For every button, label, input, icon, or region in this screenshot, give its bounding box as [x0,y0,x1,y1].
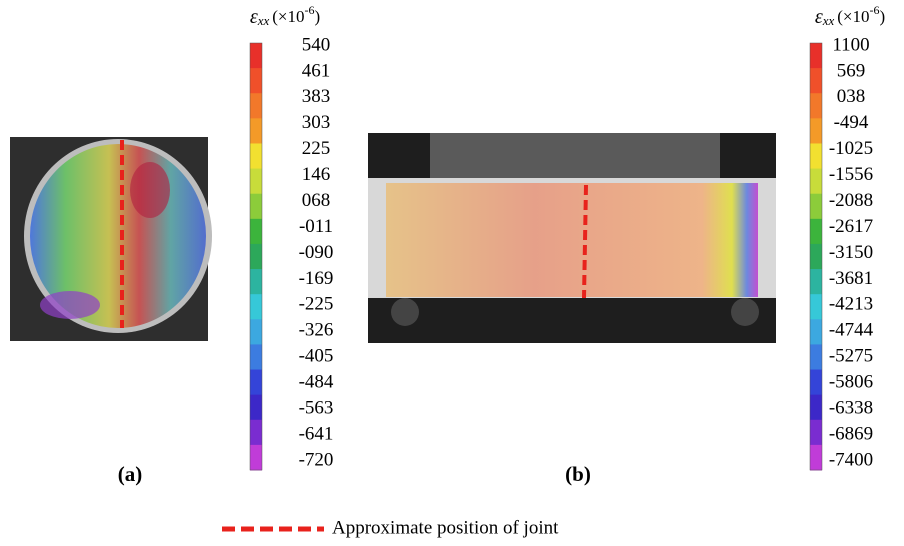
colorbar-segment [810,370,822,396]
colorbar-title: εxx(×10-6) [815,3,885,28]
colorbar-label: -225 [299,294,334,315]
colorbar-segment [810,194,822,220]
colorbar-segment [810,244,822,270]
subscript: xx [257,13,270,28]
colorbar-segment [250,118,262,144]
colorbar-segment [250,445,262,471]
symbol: ε [815,6,823,28]
colorbar-label: -2617 [829,216,873,237]
colorbar-segment [250,319,262,345]
colorbar-segment [810,93,822,119]
colorbar-segment [250,244,262,270]
image-a [10,137,212,341]
colorbar-segment [250,294,262,320]
colorbar-segment [810,344,822,370]
colorbar-segment [810,68,822,94]
colorbar-title: εxx(×10-6) [250,3,320,28]
colorbar-label: 569 [837,60,866,81]
colorbar-label: -011 [299,216,333,237]
close: ) [880,7,886,26]
colorbar-label: 303 [302,112,331,133]
subscript: xx [822,13,835,28]
colorbar-segment [250,68,262,94]
colorbar-label: -4744 [829,320,874,341]
colorbar-label: 461 [302,60,331,81]
colorbar-label: -405 [299,346,334,367]
colorbar-segment [810,294,822,320]
colorbar-label: -5806 [829,372,873,393]
colorbar-label: 540 [302,34,331,55]
colorbar-label: -169 [299,268,334,289]
colorbar-segment [810,420,822,446]
colorbar-segment [250,269,262,295]
colorbar-segment [250,169,262,195]
colorbar-segment [810,118,822,144]
colorbar-label: 068 [302,190,331,211]
colorbar-label: -1025 [829,138,873,159]
colorbar-segment [810,43,822,69]
colorbar-label: -5275 [829,346,873,367]
colorbar-label: -484 [299,372,334,393]
colorbar-label: -563 [299,397,334,418]
legend: Approximate position of joint [222,517,559,538]
colorbar: 540 461 383 303 225 146 068 -011 -090 -169 -225 -32… [250,3,334,471]
colorbar-segment [810,169,822,195]
colorbar: 1100 569 038 -494 -1025 -1556 -2088 -2617 -3150 -… [810,3,885,471]
colorbar-segment [810,319,822,345]
colorbar-label: -326 [299,320,334,341]
colorbar-segment [250,219,262,245]
colorbar-segment [250,43,262,69]
exponent: -6 [870,3,880,17]
unit: (×10 [272,7,304,26]
colorbar-segment [250,420,262,446]
figure: Approximate position of joint 540 461 383 3… [0,0,904,546]
symbol: ε [250,6,258,28]
colorbar-label: 383 [302,86,331,107]
colorbar-segment [810,143,822,169]
colorbar-label: -4213 [829,294,873,315]
colorbar-label: 146 [302,164,331,185]
colorbar-label: -3150 [829,242,873,263]
image-b [368,133,776,343]
colorbar-label: -2088 [829,190,873,211]
colorbar-segment [810,395,822,421]
colorbar-label: -494 [834,112,869,133]
colorbar-segment [250,93,262,119]
exponent: -6 [305,3,315,17]
close: ) [315,7,321,26]
colorbar-segment [250,344,262,370]
colorbar-segment [250,143,262,169]
colorbar-label: -6338 [829,397,873,418]
colorbar-segment [250,395,262,421]
colorbar-segment [250,194,262,220]
colorbar-label: -641 [299,423,334,444]
colorbar-label: -720 [299,449,334,470]
panel-label: (a) [118,462,143,486]
colorbar-label: -3681 [829,268,873,289]
colorbar-segment [250,370,262,396]
colorbar-label: -7400 [829,449,873,470]
colorbar-label: 225 [302,138,331,159]
colorbar-label: 1100 [832,34,869,55]
colorbar-segment [810,445,822,471]
colorbar-label: -6869 [829,423,873,444]
colorbar-label: -1556 [829,164,873,185]
legend-text: Approximate position of joint [332,517,559,538]
colorbar-segment [810,219,822,245]
colorbar-label: -090 [299,242,334,263]
colorbar-segment [810,269,822,295]
unit: (×10 [837,7,869,26]
panel-label: (b) [565,462,591,486]
colorbar-label: 038 [837,86,866,107]
